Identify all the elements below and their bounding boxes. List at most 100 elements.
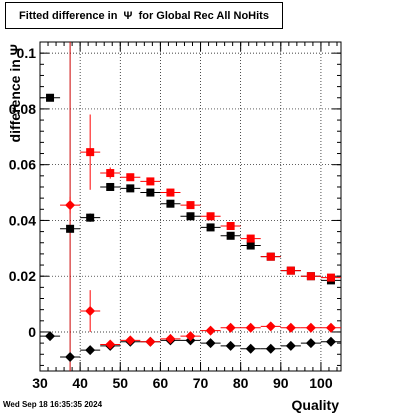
data-point (280, 266, 301, 275)
diamond-marker (205, 338, 216, 349)
data-point (200, 212, 221, 221)
data-point (320, 322, 341, 333)
diamond-marker (225, 340, 236, 351)
data-point (100, 167, 121, 179)
data-point (300, 272, 321, 281)
square-marker (106, 182, 115, 191)
diamond-marker (145, 336, 156, 347)
x-tick-label: 70 (193, 375, 209, 391)
diamond-marker (65, 352, 76, 363)
data-point (180, 201, 201, 210)
diamond-marker (265, 321, 276, 332)
axis-ticks (39, 42, 341, 371)
data-point (260, 321, 281, 332)
y-tick-label: 0.06 (9, 157, 36, 173)
series-3 (60, 196, 341, 350)
y-tick-label: 0.04 (9, 212, 36, 228)
square-marker (66, 224, 75, 233)
diamond-marker (185, 331, 196, 342)
data-point (280, 322, 301, 333)
diamond-marker (105, 339, 116, 350)
square-marker (166, 199, 175, 208)
data-point (60, 224, 81, 233)
datestamp: Wed Sep 18 16:35:35 2024 (3, 400, 103, 409)
square-marker (286, 266, 295, 275)
data-point (120, 173, 141, 182)
grid (40, 42, 341, 371)
data-point (140, 177, 161, 186)
data-point (60, 196, 81, 214)
diamond-marker (325, 322, 336, 333)
y-tick-label: 0.08 (9, 101, 36, 117)
data-point (160, 333, 181, 344)
data-point (220, 222, 241, 231)
data-point (220, 340, 241, 351)
diamond-marker (205, 325, 216, 336)
data-point (80, 114, 101, 190)
diamond-marker (85, 345, 96, 356)
series-1 (80, 114, 341, 282)
data-point (160, 188, 181, 197)
data-point (200, 325, 221, 336)
diamond-marker (305, 322, 316, 333)
data-point (120, 335, 141, 346)
x-tick-label: 80 (233, 375, 249, 391)
square-marker (186, 212, 195, 221)
axis-tick-labels: 30 40 50 60 70 80 90 100 0 0.02 0.04 0.06 0.08 0.1 (9, 45, 333, 391)
x-axis-title: Quality (292, 397, 340, 413)
diamond-marker (285, 340, 296, 351)
square-marker (246, 234, 255, 243)
diamond-marker (245, 322, 256, 333)
data-point (100, 182, 121, 191)
data-point (80, 345, 101, 356)
data-point (320, 336, 341, 347)
data-point (320, 273, 341, 282)
diamond-marker (65, 200, 76, 211)
square-marker (266, 252, 275, 261)
data-point (240, 234, 261, 243)
data-point (260, 343, 281, 354)
data-point (180, 331, 201, 342)
square-marker (146, 188, 155, 197)
data-point (280, 340, 301, 351)
data-point (120, 184, 141, 193)
square-marker (226, 231, 235, 240)
square-marker (86, 148, 95, 157)
square-marker (206, 223, 215, 232)
data-point (300, 338, 321, 349)
square-marker (186, 201, 195, 210)
x-tick-label: 60 (153, 375, 169, 391)
data-point (80, 290, 101, 332)
data-point (300, 322, 321, 333)
data-point (60, 352, 81, 363)
square-marker (226, 222, 235, 231)
square-marker (126, 173, 135, 182)
data-point (260, 252, 281, 261)
data-point (140, 336, 161, 347)
y-axis-title: difference in Ψ (7, 44, 23, 142)
x-tick-label: 100 (309, 375, 333, 391)
data-point (220, 231, 241, 240)
square-marker (306, 272, 315, 281)
data-point (240, 322, 261, 333)
diamond-marker (265, 343, 276, 354)
diamond-marker (85, 306, 96, 317)
diamond-marker (245, 343, 256, 354)
data-point (100, 339, 121, 350)
data-point (140, 188, 161, 197)
x-tick-label: 30 (32, 375, 48, 391)
series-layer (40, 93, 341, 363)
data-point (80, 213, 101, 222)
x-tick-label: 90 (273, 375, 289, 391)
data-point (240, 343, 261, 354)
diamond-marker (305, 338, 316, 349)
diamond-marker (225, 322, 236, 333)
square-marker (86, 213, 95, 222)
y-tick-label: 0.02 (9, 268, 36, 284)
data-point (200, 223, 221, 232)
y-tick-label: 0.1 (17, 45, 37, 61)
diamond-marker (125, 335, 136, 346)
chart-title: Fitted difference in Ψ for Global Rec Al… (5, 2, 283, 29)
data-point (180, 212, 201, 221)
